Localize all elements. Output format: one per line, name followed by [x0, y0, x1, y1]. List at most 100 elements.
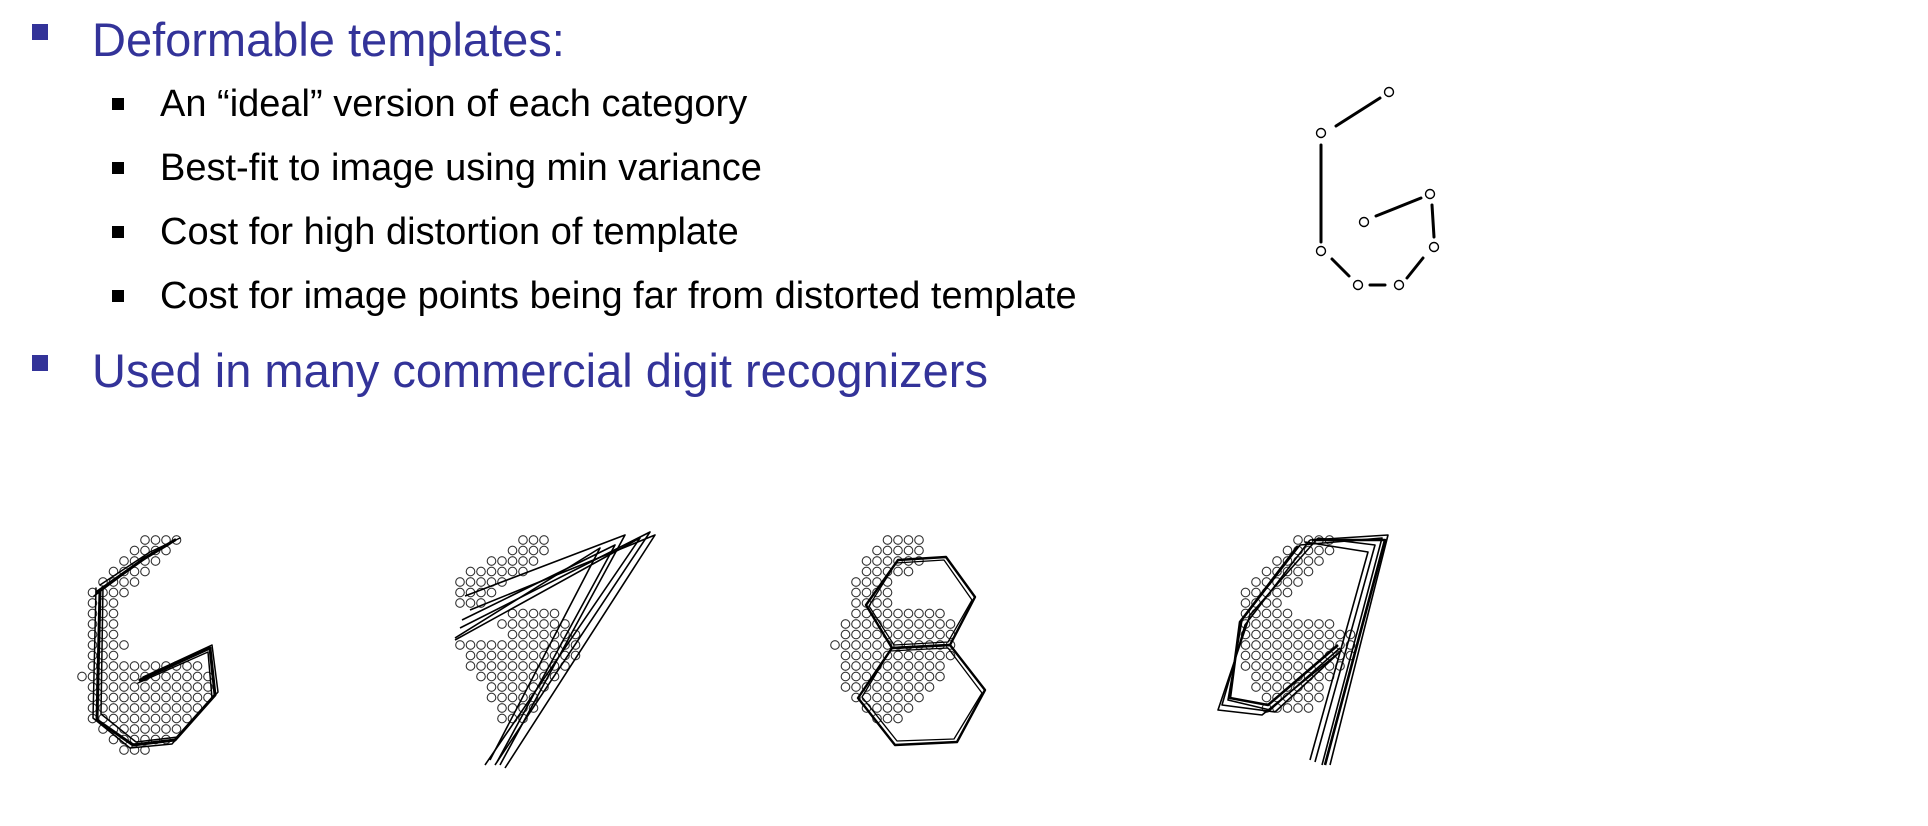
pixel-dot: [1272, 682, 1282, 692]
pixel-dot: [893, 566, 903, 577]
pixel-dot: [903, 629, 914, 640]
pixel-dot: [87, 640, 98, 650]
pixel-dot: [497, 650, 507, 661]
pixel-dot: [486, 640, 497, 650]
pixel-dot: [171, 682, 182, 692]
pixel-dot: [476, 661, 486, 671]
pixel-dot: [476, 650, 486, 661]
pixel-dot: [455, 587, 465, 598]
pixel-dot: [192, 692, 203, 703]
pixel-dot: [1282, 640, 1293, 650]
pixel-dot: [528, 640, 539, 650]
pixel-dot: [497, 661, 507, 671]
pixel-dot: [872, 640, 882, 650]
pixel-dot: [507, 619, 518, 629]
pixel-dot: [1293, 629, 1303, 640]
pixel-dot: [182, 703, 192, 713]
pixel-dot: [486, 556, 497, 566]
pixel-dot: [1314, 629, 1324, 640]
pixel-dot: [528, 661, 539, 671]
square-bullet-icon: [112, 162, 124, 174]
pixel-dot: [150, 703, 161, 713]
pixel-dot: [497, 556, 507, 566]
pixel-dot: [486, 682, 497, 692]
pixel-dot: [98, 661, 108, 671]
pixel-dot: [914, 629, 924, 640]
pixel-dot: [108, 608, 119, 619]
pixel-dot: [182, 682, 192, 692]
template-digit-six-diagram: [1315, 86, 1440, 291]
pixel-dot: [140, 703, 150, 713]
pixel-dot: [518, 556, 528, 566]
pixel-dot: [882, 619, 893, 629]
square-bullet-icon: [112, 98, 124, 110]
pixel-dot: [1293, 535, 1303, 545]
pixel-dot: [549, 671, 560, 682]
pixel-dot: [914, 619, 924, 629]
pixel-dot: [903, 608, 914, 619]
pixel-dot: [497, 682, 507, 692]
pixel-dot: [140, 535, 150, 545]
pixel-dot: [161, 703, 171, 713]
pixel-dot: [914, 671, 924, 682]
pixel-dot: [486, 671, 497, 682]
pixel-dot: [518, 619, 528, 629]
pixel-dot: [1282, 556, 1293, 566]
pixel-dot: [1282, 545, 1293, 556]
pixel-dot: [108, 619, 119, 629]
pixel-dot: [497, 619, 507, 629]
pixel-dot: [108, 640, 119, 650]
pixel-dot: [1314, 556, 1324, 566]
pixel-dot: [924, 661, 935, 671]
pixel-dot: [924, 650, 935, 661]
pixel-dot: [1240, 608, 1251, 619]
pixel-dot: [1261, 671, 1272, 682]
pixel-dot: [1251, 682, 1261, 692]
pixel-dot: [161, 682, 171, 692]
pixel-dot: [129, 692, 140, 703]
pixel-dot: [1282, 650, 1293, 661]
pixel-dot: [1282, 577, 1293, 587]
pixel-dot: [840, 661, 851, 671]
pixel-dot: [539, 608, 549, 619]
pixel-dot: [893, 692, 903, 703]
pixel-dot: [1303, 682, 1314, 692]
pixel-dot: [150, 535, 161, 545]
pixel-dot: [150, 556, 161, 566]
pixel-dot: [129, 703, 140, 713]
pixel-dot: [1335, 640, 1345, 650]
pixel-dot: [171, 724, 182, 734]
pixel-dot: [893, 619, 903, 629]
square-bullet-icon: [32, 24, 48, 40]
pixel-dot: [507, 629, 518, 640]
pixel-dot: [1303, 703, 1314, 713]
pixel-dot: [539, 650, 549, 661]
pixel-dot: [893, 608, 903, 619]
pixel-dot: [140, 724, 150, 734]
pixel-dot: [861, 619, 872, 629]
fitted-digit-seven-figure: [454, 531, 656, 769]
pixel-dot: [497, 692, 507, 703]
pixel-dot: [1303, 556, 1314, 566]
pixel-dot: [129, 661, 140, 671]
pixel-dot: [903, 545, 914, 556]
pixel-dot: [1282, 661, 1293, 671]
fitted-digit-nine-figure: [1217, 534, 1389, 766]
pixel-dot: [140, 713, 150, 724]
pixel-dot: [518, 640, 528, 650]
pixel-dot: [903, 703, 914, 713]
pixel-dot: [903, 650, 914, 661]
pixel-dot: [861, 629, 872, 640]
pixel-dot: [1324, 619, 1335, 629]
pixel-dot: [851, 640, 861, 650]
pixel-dot: [1261, 608, 1272, 619]
pixel-dot: [1293, 566, 1303, 577]
pixel-dot: [1251, 671, 1261, 682]
pixel-dot: [903, 566, 914, 577]
pixel-dot: [119, 703, 129, 713]
pixel-dot: [87, 598, 98, 608]
pixel-dot: [851, 650, 861, 661]
pixel-dot: [1240, 640, 1251, 650]
pixel-dot: [1261, 566, 1272, 577]
pixel-dot: [171, 713, 182, 724]
